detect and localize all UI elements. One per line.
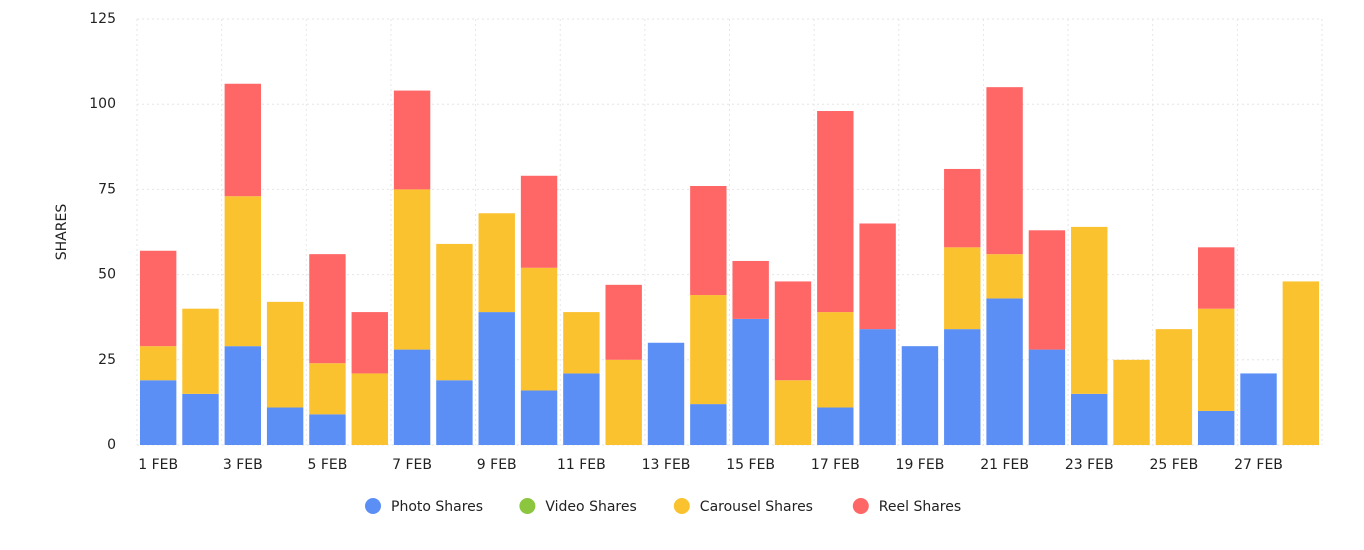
bar-segment <box>1071 393 1108 445</box>
x-tick-label: 1 FEB <box>138 457 178 473</box>
y-tick-label: 125 <box>89 11 116 27</box>
x-tick-label: 25 FEB <box>1149 457 1198 473</box>
x-tick-label: 27 FEB <box>1234 457 1283 473</box>
bar-segment <box>1155 329 1193 445</box>
x-tick-label: 13 FEB <box>642 457 691 473</box>
bar-segment <box>1240 373 1277 445</box>
bar-segment <box>944 329 981 445</box>
bar-segment <box>563 373 600 445</box>
x-tick-label: 9 FEB <box>477 457 517 473</box>
y-tick-label: 25 <box>98 352 116 368</box>
bar-segment <box>563 312 600 374</box>
bar-segment <box>520 175 558 268</box>
bar-segment <box>1197 410 1235 445</box>
legend-marker <box>519 498 536 514</box>
bar-segment <box>817 312 854 408</box>
bar-segment <box>817 111 854 313</box>
bar-segment <box>351 373 388 445</box>
bar-segment <box>1113 359 1150 445</box>
x-tick-label: 21 FEB <box>980 457 1029 473</box>
bar-segment <box>182 308 219 394</box>
bar-segment <box>859 223 896 330</box>
bar-segment <box>309 254 346 364</box>
y-tick-label: 75 <box>98 181 116 197</box>
bar-segment <box>774 380 812 445</box>
bar-segment <box>1282 281 1320 445</box>
legend-marker <box>673 498 690 514</box>
bar-segment <box>393 90 431 190</box>
bar-segment <box>182 393 219 445</box>
y-tick-label: 0 <box>107 437 116 453</box>
x-tick-label: 3 FEB <box>223 457 263 473</box>
bar-segment <box>1197 308 1235 411</box>
bar-segment <box>859 329 896 445</box>
bar-segment <box>436 243 473 381</box>
bar-segment <box>1028 349 1066 445</box>
bar-segment <box>266 407 304 445</box>
x-tick-label: 11 FEB <box>557 457 606 473</box>
bar-segment <box>520 390 558 445</box>
x-tick-label: 23 FEB <box>1065 457 1114 473</box>
legend-label: Photo Shares <box>391 499 483 515</box>
x-tick-label: 19 FEB <box>896 457 945 473</box>
y-tick-label: 50 <box>98 267 116 283</box>
bar-segment <box>224 346 262 445</box>
legend-label: Carousel Shares <box>700 499 813 515</box>
bar-segment <box>139 250 177 347</box>
bar-segment <box>944 168 981 248</box>
bar-segment <box>1197 247 1235 309</box>
bar-segment <box>986 87 1023 255</box>
bar-segment <box>266 301 304 408</box>
bar-segment <box>436 380 473 445</box>
legend-label: Reel Shares <box>879 499 961 515</box>
legend-marker <box>852 498 869 514</box>
x-tick-label: 15 FEB <box>726 457 775 473</box>
bar-segment <box>351 312 388 374</box>
bar-segment <box>774 281 812 381</box>
bar-segment <box>605 359 642 445</box>
bar-segment <box>309 414 346 445</box>
bar-segment <box>224 83 262 197</box>
x-tick-label: 5 FEB <box>308 457 348 473</box>
x-tick-label: 17 FEB <box>811 457 860 473</box>
bar-segment <box>986 254 1023 299</box>
bar-segment <box>732 260 769 319</box>
x-tick-label: 7 FEB <box>392 457 432 473</box>
bar-segment <box>690 295 727 405</box>
bar-segment <box>605 284 642 360</box>
y-axis-label: SHARES <box>54 204 70 261</box>
bar-segment <box>139 380 177 445</box>
bar-segment <box>944 247 981 330</box>
bar-segment <box>690 185 727 296</box>
bar-segment <box>139 346 177 381</box>
bar-segment <box>647 342 685 445</box>
bar-segment <box>478 312 515 445</box>
bar-segment <box>309 363 346 415</box>
bar-segment <box>520 267 558 391</box>
bar-segment <box>690 404 727 445</box>
bar-segment <box>817 407 854 445</box>
bar-segment <box>901 346 939 445</box>
bar-segment <box>1071 226 1108 394</box>
bar-segment <box>986 298 1023 445</box>
bar-segment <box>1028 230 1066 350</box>
bar-segment <box>393 189 431 350</box>
bar-segment <box>732 318 769 445</box>
bar-segment <box>393 349 431 445</box>
y-tick-label: 100 <box>89 96 116 112</box>
legend-marker <box>365 498 381 514</box>
bar-segment <box>224 196 262 347</box>
bar-segment <box>478 213 515 313</box>
legend-label: Video Shares <box>545 499 636 515</box>
